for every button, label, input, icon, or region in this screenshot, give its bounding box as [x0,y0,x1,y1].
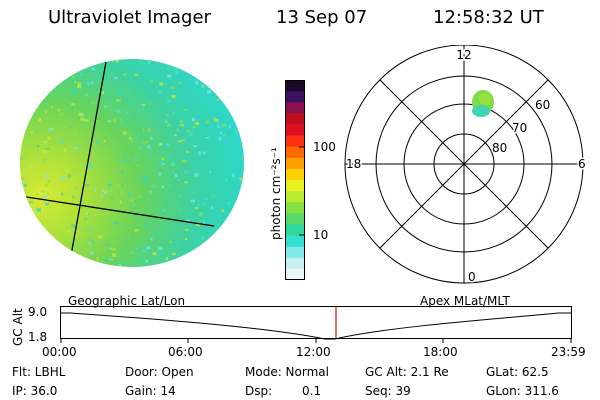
info-ip: IP: 36.0 [12,384,58,398]
observation-date: 13 Sep 07 [276,7,368,28]
timeline-right-title: Apex MLat/MLT [420,294,510,308]
polar-mlt-plot: 12 18 6 0 60 70 80 [345,45,587,286]
colorbar-swatch [285,268,305,280]
colorbar-swatch [285,135,305,148]
observation-time: 12:58:32 UT [433,7,544,28]
info-mode: Mode: Normal [245,365,329,379]
color-scale-bar [285,80,305,280]
colorbar-swatch [285,257,305,270]
colorbar-unit-label: photon cm⁻²s⁻¹ [269,147,283,240]
info-dsp-label: Dsp: [245,384,273,398]
colorbar-swatch [285,102,305,114]
colorbar-swatch [285,91,305,103]
colorbar-label-10: 10 [313,228,329,242]
timeline-y-tick-bottom: 1.8 [28,330,48,344]
timeline-left-title: Geographic Lat/Lon [68,294,186,308]
colorbar-label-100: 100 [313,140,336,154]
timeline-x-ticks [60,339,572,343]
timeline-y-label: GC Alt [11,308,25,346]
altitude-curve [61,312,571,340]
mlat-label-70: 70 [512,121,527,135]
auroral-blob [472,90,494,117]
mlat-label-60: 60 [535,98,550,112]
info-seq: Seq: 39 [365,384,411,398]
colorbar-swatch [285,168,305,181]
colorbar-swatch [285,180,305,192]
colorbar-swatch [285,191,305,203]
colorbar-swatch [285,246,305,259]
meridian-line [67,61,107,267]
mlat-label-80: 80 [492,141,507,155]
colorbar-swatch [285,213,305,226]
info-glat: GLat: 62.5 [486,365,549,379]
colorbar-swatch [285,124,305,137]
latitude-line [20,195,215,227]
colorbar-swatch [285,224,305,237]
color-scale-border [285,80,305,280]
info-glon: GLon: 311.6 [486,384,559,398]
info-door: Door: Open [125,365,194,379]
colorbar-swatch [285,235,305,248]
timeline-frame [60,306,572,339]
colorbar-swatch [285,146,305,159]
timeline-y-tick-top: 9.0 [28,305,48,319]
timeline-x-tick-2359: 23:59 [551,345,586,359]
colorbar-swatch [285,80,305,92]
color-scale-swatches [285,80,305,280]
mlt-label-12: 12 [456,48,471,62]
mlt-label-18: 18 [346,157,361,171]
mlt-label-6: 6 [578,157,586,171]
mlt-label-0: 0 [468,270,476,284]
info-gain: Gain: 14 [125,384,176,398]
colorbar-swatch [285,113,305,126]
timeline-x-tick-1200: 12:00 [296,345,331,359]
uv-disk-fill [20,59,244,267]
polar-axis-diag-2 [379,79,549,249]
timeline-x-tick-1800: 18:00 [423,345,458,359]
info-gc-alt: GC Alt: 2.1 Re [365,365,449,379]
instrument-title: Ultraviolet Imager [48,7,211,28]
colorbar-swatch [285,157,305,170]
timeline-x-tick-0000: 00:00 [42,345,77,359]
info-filter: Flt: LBHL [12,365,66,379]
uv-earth-image [20,59,244,267]
timeline-x-tick-0600: 06:00 [168,345,203,359]
orbit-altitude-timeline [60,306,572,343]
info-dsp-value: 0.1 [302,384,322,398]
colorbar-swatch [285,202,305,214]
